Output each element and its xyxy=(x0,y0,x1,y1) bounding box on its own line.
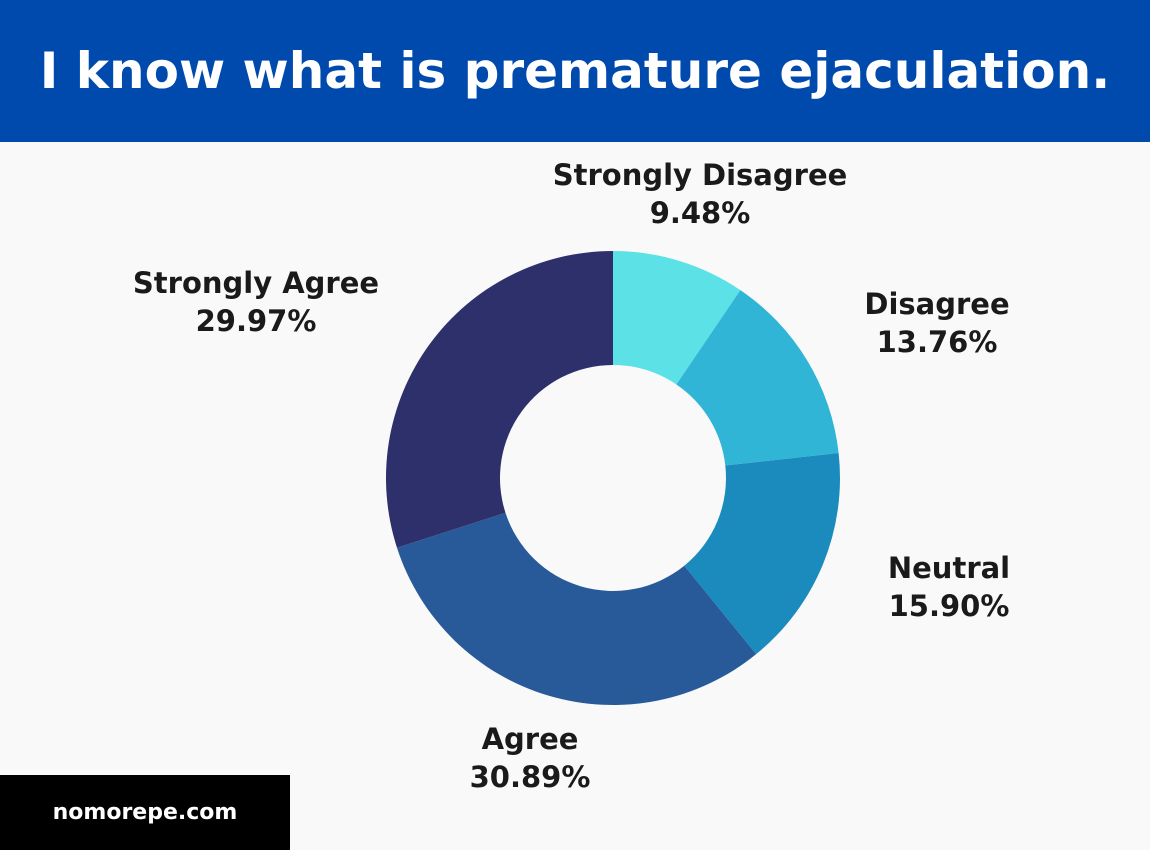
label-strongly-agree: Strongly Agree 29.97% xyxy=(133,264,379,340)
slice-agree xyxy=(396,512,757,705)
chart-area: Strongly Disagree 9.48% Disagree 13.76% … xyxy=(0,142,1150,850)
slice-neutral xyxy=(684,452,840,655)
donut-chart xyxy=(386,251,840,705)
slice-disagree xyxy=(676,290,839,466)
label-agree: Agree 30.89% xyxy=(470,720,591,796)
slice-strongly-agree xyxy=(386,251,613,548)
label-strongly-disagree-name: Strongly Disagree xyxy=(552,158,848,192)
label-neutral-name: Neutral xyxy=(887,551,1011,585)
label-neutral: Neutral 15.90% xyxy=(888,549,1010,625)
label-agree-name: Agree xyxy=(481,722,579,756)
label-strongly-agree-value: 29.97% xyxy=(195,304,317,338)
label-disagree-value: 13.76% xyxy=(876,325,998,359)
label-disagree-name: Disagree xyxy=(864,287,1010,321)
label-agree-value: 30.89% xyxy=(469,760,591,794)
label-strongly-agree-name: Strongly Agree xyxy=(132,266,380,300)
site-badge: nomorepe.com xyxy=(0,775,290,850)
slice-strongly-disagree xyxy=(613,251,741,385)
label-disagree: Disagree 13.76% xyxy=(864,285,1009,361)
label-strongly-disagree-value: 9.48% xyxy=(649,196,751,230)
label-neutral-value: 15.90% xyxy=(888,589,1010,623)
label-strongly-disagree: Strongly Disagree 9.48% xyxy=(553,156,848,232)
site-url: nomorepe.com xyxy=(52,800,238,825)
chart-title: I know what is premature ejaculation. xyxy=(39,42,1111,100)
title-banner: I know what is premature ejaculation. xyxy=(0,0,1150,142)
